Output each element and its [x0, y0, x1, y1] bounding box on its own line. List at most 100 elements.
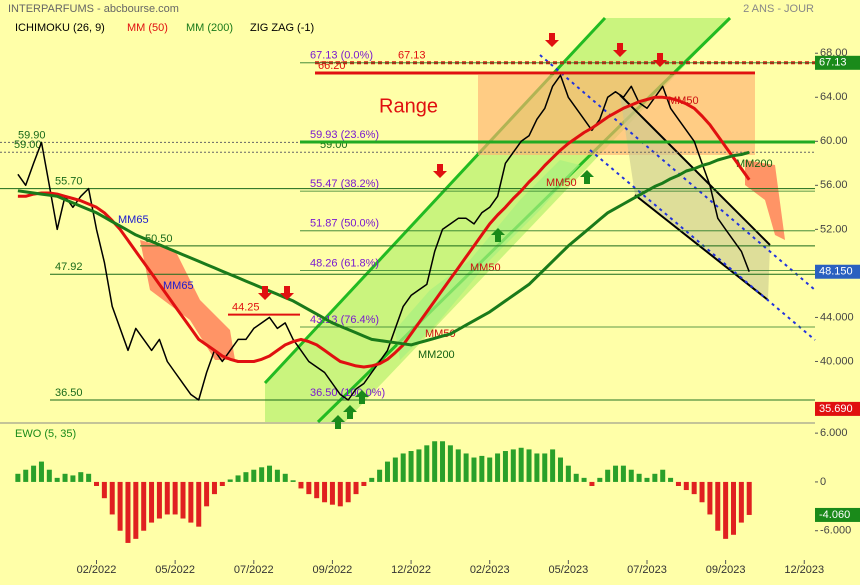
level-label: 59.90 — [18, 129, 46, 141]
price-tag-label: 67.13 — [819, 57, 847, 69]
chart-title: INTERPARFUMS - abcbourse.com — [8, 3, 179, 15]
signal-arrow — [258, 286, 272, 300]
x-tick-label: 07/2023 — [627, 564, 667, 576]
drawings — [140, 16, 816, 424]
fib-label: 36.50 (100.0%) — [310, 387, 385, 399]
ewo-bar — [652, 473, 658, 482]
fib-label: 67.13 (0.0%) — [310, 50, 373, 62]
ewo-bar — [188, 481, 194, 523]
ewo-bar — [125, 481, 131, 543]
fib-label: 51.87 (50.0%) — [310, 218, 379, 230]
ewo-bar — [683, 481, 689, 491]
ewo-bar — [707, 481, 713, 515]
ewo-bar — [715, 481, 721, 531]
annotation: MM200 — [736, 158, 773, 170]
ewo-bar — [502, 451, 508, 482]
y-tick-label: 6.000 — [820, 427, 848, 439]
annotation: MM50 — [425, 328, 456, 340]
cloud — [395, 160, 580, 360]
ewo-bar — [38, 461, 44, 482]
moving-average — [17, 150, 750, 347]
ewo-bar — [487, 457, 493, 482]
fib-label: 59.93 (23.6%) — [310, 129, 379, 141]
ewo-bar — [463, 453, 469, 482]
fib-label: 55.47 (38.2%) — [310, 178, 379, 190]
ewo-bar — [573, 473, 579, 482]
price-tag — [815, 264, 860, 279]
annotation: MM65 — [118, 214, 149, 226]
x-tick-label: 05/2022 — [155, 564, 195, 576]
ewo-bar — [557, 457, 563, 482]
chart-subtitle: 2 ANS - JOUR — [743, 3, 814, 15]
ewo-bar — [416, 449, 422, 482]
ewo-bar — [471, 457, 477, 482]
moving-average — [17, 95, 751, 369]
ewo-bar — [243, 472, 249, 482]
channel-line — [539, 54, 816, 291]
ewo-bar — [353, 481, 359, 495]
y-tick-label: 44.000 — [820, 311, 854, 323]
annotation: MM50 — [470, 262, 501, 274]
ewo-bar — [589, 481, 595, 486]
ewo-bar — [345, 481, 351, 503]
value-tag-label: -4.060 — [819, 509, 850, 521]
level-label: 55.70 — [55, 176, 83, 188]
signal-arrow — [613, 43, 627, 57]
signal-arrow — [545, 33, 559, 47]
x-tick-label: 05/2023 — [548, 564, 588, 576]
level-label: 66.20 — [318, 60, 346, 72]
ewo-bar — [70, 475, 76, 482]
ewo-bar — [282, 473, 288, 482]
ewo-bar — [109, 481, 115, 515]
x-tick-label: 12/2023 — [784, 564, 824, 576]
annotation: MM50 — [668, 95, 699, 107]
ewo-bar — [180, 481, 186, 519]
legend-entry: MM (200) — [186, 22, 233, 34]
legend-entry: ZIG ZAG (-1) — [250, 22, 314, 34]
ewo-bar — [211, 481, 217, 495]
ewo-bar — [668, 477, 674, 482]
ewo-bar — [101, 481, 107, 499]
ewo-bar — [526, 449, 532, 482]
ewo-bar — [495, 453, 501, 482]
ewo-bar — [455, 449, 461, 482]
level-label: 36.50 — [55, 387, 83, 399]
ewo-bar — [219, 481, 225, 486]
ewo-bar — [581, 477, 587, 482]
ewo-bar — [408, 451, 414, 482]
ewo-bar — [636, 473, 642, 482]
ewo-bar — [306, 481, 312, 495]
price-line — [17, 74, 750, 401]
ewo-bar — [597, 477, 603, 482]
y-tick-label: 64.00 — [820, 91, 848, 103]
ewo-bar — [204, 481, 210, 507]
ewo-bar — [377, 469, 383, 482]
ewo-bar — [424, 445, 430, 482]
ewo-bar — [400, 453, 406, 482]
fib-label: 48.26 (61.8%) — [310, 257, 379, 269]
ewo-bar — [361, 481, 367, 486]
y-tick-label: -6.000 — [820, 525, 851, 537]
ewo-bar — [447, 445, 453, 482]
signal-arrow — [653, 53, 667, 67]
x-tick-label: 09/2022 — [313, 564, 353, 576]
ewo-bar — [117, 481, 123, 531]
ewo-bar — [605, 469, 611, 482]
x-tick-label: 02/2023 — [470, 564, 510, 576]
ewo-bar — [31, 465, 37, 482]
ewo-bar — [550, 449, 556, 482]
ewo-bar — [675, 481, 681, 486]
ewo-bar — [534, 453, 540, 482]
ewo-bar — [620, 465, 626, 482]
ewo-bar — [628, 469, 634, 482]
cloud — [140, 240, 235, 360]
ewo-bar — [369, 477, 375, 482]
ewo-bar — [141, 481, 147, 531]
annotation: MM200 — [418, 349, 455, 361]
ewo-bar — [290, 480, 296, 482]
ewo-bar — [730, 481, 736, 535]
ewo-bar — [227, 479, 233, 482]
level-label: 47.92 — [55, 261, 83, 273]
